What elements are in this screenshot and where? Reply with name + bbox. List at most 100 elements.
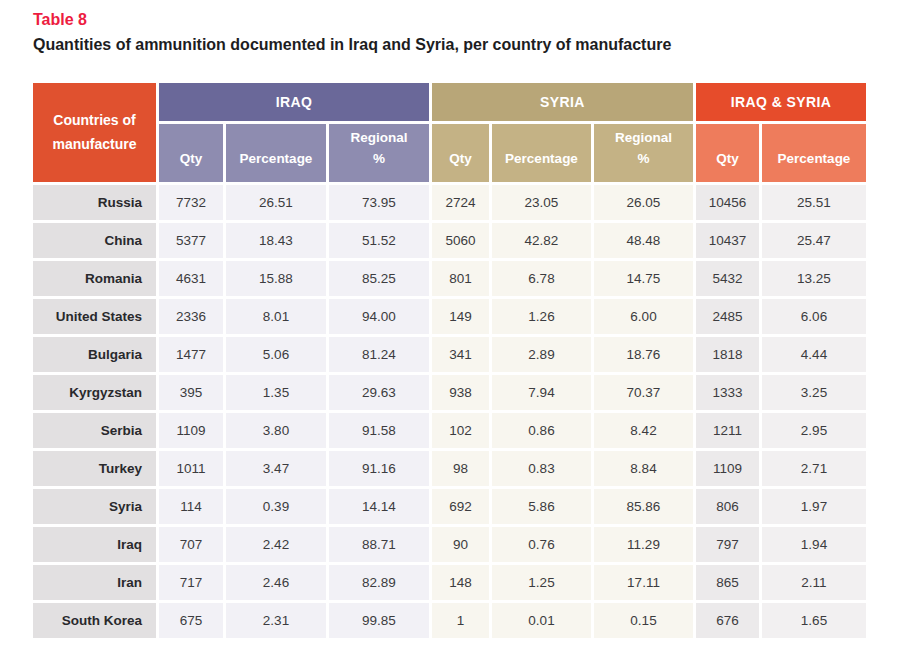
table-row: Kyrgyzstan3951.3529.639387.9470.3713333.…: [33, 375, 866, 410]
table-cell: 23.05: [492, 185, 591, 220]
table-cell: 3.25: [762, 375, 866, 410]
table-cell: 1.35: [226, 375, 326, 410]
table-cell: 395: [159, 375, 223, 410]
table-cell: 114: [159, 489, 223, 524]
table-cell: 1.25: [492, 565, 591, 600]
table-cell: 6.00: [594, 299, 693, 334]
table-cell: 81.24: [329, 337, 429, 372]
table-cell: 0.01: [492, 603, 591, 638]
group-header-iraq: IRAQ: [159, 83, 429, 121]
table-cell: 82.89: [329, 565, 429, 600]
table-cell: 10456: [696, 185, 759, 220]
table-cell: 90: [432, 527, 489, 562]
row-label-iran: Iran: [33, 565, 156, 600]
row-header-cell: Countries of manufacture: [33, 83, 156, 182]
table-cell: 0.86: [492, 413, 591, 448]
table-cell: 6.06: [762, 299, 866, 334]
table-cell: 2485: [696, 299, 759, 334]
col-header-syria-regional: Regional %: [594, 124, 693, 182]
table-cell: 4631: [159, 261, 223, 296]
table-cell: 70.37: [594, 375, 693, 410]
table-cell: 2.71: [762, 451, 866, 486]
table-cell: 865: [696, 565, 759, 600]
col-header-both-percentage: Percentage: [762, 124, 866, 182]
row-label-russia: Russia: [33, 185, 156, 220]
table-cell: 5.86: [492, 489, 591, 524]
table-cell: 1.94: [762, 527, 866, 562]
table-cell: 692: [432, 489, 489, 524]
table-cell: 1109: [159, 413, 223, 448]
row-label-kyrgyzstan: Kyrgyzstan: [33, 375, 156, 410]
table-cell: 18.43: [226, 223, 326, 258]
table-cell: 1011: [159, 451, 223, 486]
table-cell: 1.97: [762, 489, 866, 524]
table-cell: 5377: [159, 223, 223, 258]
table-cell: 91.58: [329, 413, 429, 448]
table-row: Russia773226.5173.95272423.0526.05104562…: [33, 185, 866, 220]
table-cell: 6.78: [492, 261, 591, 296]
table-cell: 1109: [696, 451, 759, 486]
table-cell: 26.51: [226, 185, 326, 220]
table-row: Serbia11093.8091.581020.868.4212112.95: [33, 413, 866, 448]
table-body: Russia773226.5173.95272423.0526.05104562…: [33, 185, 866, 638]
report-page: Table 8 Quantities of ammunition documen…: [0, 0, 900, 641]
table-cell: 11.29: [594, 527, 693, 562]
table-cell: 717: [159, 565, 223, 600]
table-cell: 85.86: [594, 489, 693, 524]
table-cell: 99.85: [329, 603, 429, 638]
table-cell: 25.51: [762, 185, 866, 220]
table-cell: 42.82: [492, 223, 591, 258]
table-cell: 676: [696, 603, 759, 638]
row-label-turkey: Turkey: [33, 451, 156, 486]
row-label-romania: Romania: [33, 261, 156, 296]
table-cell: 98: [432, 451, 489, 486]
col-header-syria-qty: Qty: [432, 124, 489, 182]
col-header-iraq-qty: Qty: [159, 124, 223, 182]
table-cell: 341: [432, 337, 489, 372]
table-cell: 1818: [696, 337, 759, 372]
table-row: United States23368.0194.001491.266.00248…: [33, 299, 866, 334]
table-cell: 13.25: [762, 261, 866, 296]
table-cell: 8.42: [594, 413, 693, 448]
table-cell: 3.47: [226, 451, 326, 486]
table-cell: 15.88: [226, 261, 326, 296]
table-cell: 48.48: [594, 223, 693, 258]
table-cell: 26.05: [594, 185, 693, 220]
table-cell: 8.01: [226, 299, 326, 334]
table-row: Bulgaria14775.0681.243412.8918.7618184.4…: [33, 337, 866, 372]
table-row: Syria1140.3914.146925.8685.868061.97: [33, 489, 866, 524]
group-header-syria: SYRIA: [432, 83, 693, 121]
table-cell: 3.80: [226, 413, 326, 448]
table-cell: 1211: [696, 413, 759, 448]
table-cell: 2.31: [226, 603, 326, 638]
table-cell: 2.95: [762, 413, 866, 448]
table-cell: 0.15: [594, 603, 693, 638]
table-cell: 94.00: [329, 299, 429, 334]
table-cell: 51.52: [329, 223, 429, 258]
table-cell: 25.47: [762, 223, 866, 258]
table-row: Turkey10113.4791.16980.838.8411092.71: [33, 451, 866, 486]
table-cell: 1333: [696, 375, 759, 410]
row-label-china: China: [33, 223, 156, 258]
table-cell: 2724: [432, 185, 489, 220]
table-cell: 1.26: [492, 299, 591, 334]
table-cell: 1.65: [762, 603, 866, 638]
row-label-iraq: Iraq: [33, 527, 156, 562]
group-header-iraq-syria: IRAQ & SYRIA: [696, 83, 866, 121]
table-cell: 8.84: [594, 451, 693, 486]
table-row: China537718.4351.52506042.8248.481043725…: [33, 223, 866, 258]
table-cell: 10437: [696, 223, 759, 258]
table-cell: 88.71: [329, 527, 429, 562]
table-cell: 14.14: [329, 489, 429, 524]
table-cell: 675: [159, 603, 223, 638]
table-cell: 2336: [159, 299, 223, 334]
table-cell: 5.06: [226, 337, 326, 372]
table-row: South Korea6752.3199.8510.010.156761.65: [33, 603, 866, 638]
table-number-label: Table 8: [33, 11, 900, 29]
table-cell: 5060: [432, 223, 489, 258]
table-cell: 2.89: [492, 337, 591, 372]
table-title: Quantities of ammunition documented in I…: [33, 36, 900, 54]
row-label-south-korea: South Korea: [33, 603, 156, 638]
table-cell: 0.83: [492, 451, 591, 486]
table-cell: 29.63: [329, 375, 429, 410]
